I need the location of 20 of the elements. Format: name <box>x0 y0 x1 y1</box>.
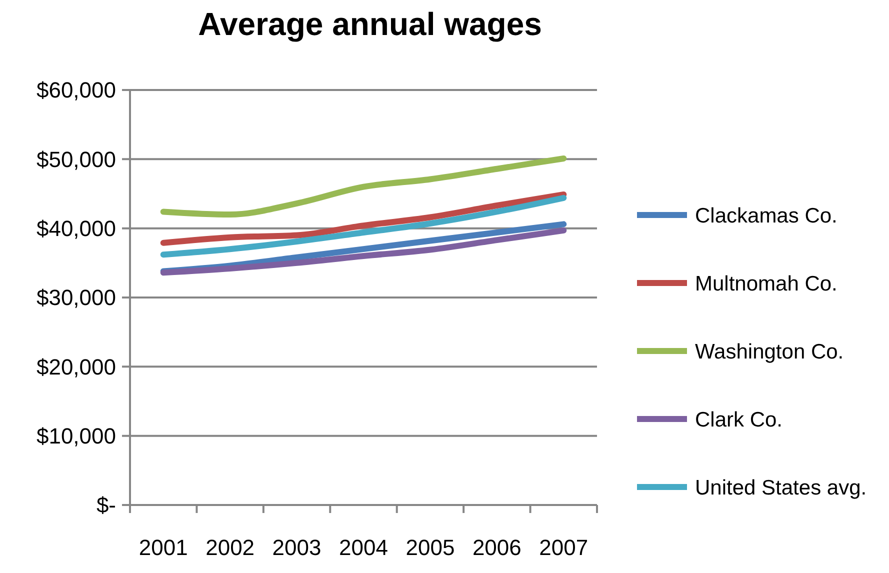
legend-label: United States avg. <box>695 476 867 500</box>
legend-label: Clark Co. <box>695 408 783 432</box>
y-tick-label: $50,000 <box>36 146 116 172</box>
x-tick-label: 2002 <box>206 535 255 560</box>
legend-label: Washington Co. <box>695 340 844 364</box>
x-tick-label: 2007 <box>539 535 588 560</box>
x-tick-label: 2003 <box>272 535 322 560</box>
legend-label: Multnomah Co. <box>695 272 838 296</box>
x-tick-label: 2004 <box>339 535 388 560</box>
x-tick-label: 2005 <box>406 535 455 560</box>
y-tick-label: $20,000 <box>36 354 116 380</box>
x-tick-label: 2006 <box>472 535 522 560</box>
x-tick-label: 2001 <box>138 535 188 560</box>
y-tick-label: $30,000 <box>36 285 116 310</box>
y-tick-label: $60,000 <box>36 78 116 103</box>
chart-title: Average annual wages <box>198 6 542 42</box>
y-tick-label: $- <box>96 492 116 518</box>
legend-label: Clackamas Co. <box>695 204 838 228</box>
y-tick-label: $10,000 <box>36 424 116 449</box>
y-tick-label: $40,000 <box>36 216 116 242</box>
